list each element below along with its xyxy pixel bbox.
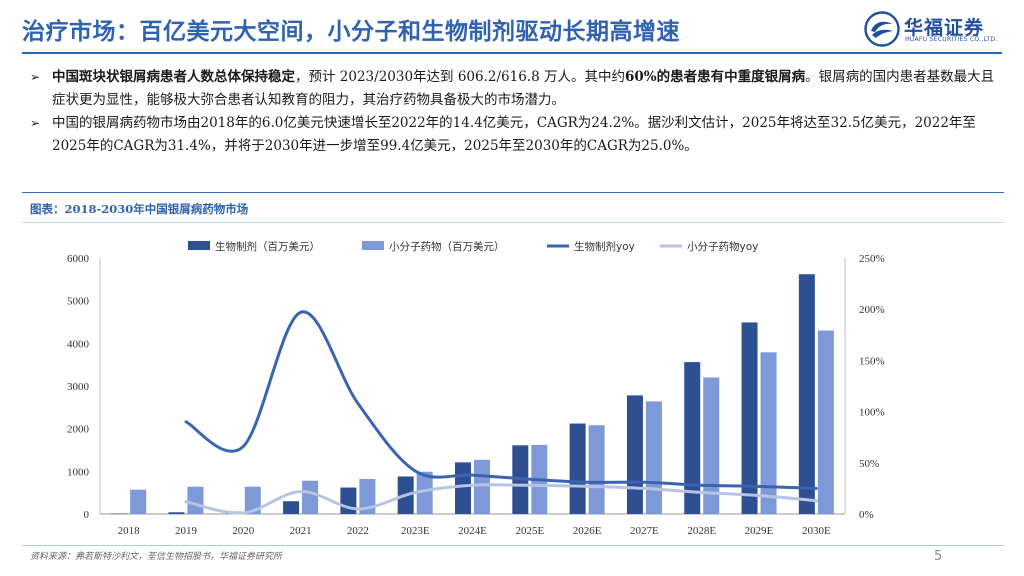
bar-small-molecule (130, 489, 147, 514)
bar-small-molecule (359, 479, 376, 514)
y-left-tick-label: 3000 (67, 381, 90, 393)
y-right-tick-label: 0% (859, 509, 874, 521)
bullet-market-text: 中国的银屑病药物市场由2018年的6.0亿美元快速增长至2022年的14.4亿美… (52, 115, 976, 154)
x-tick-label: 2021 (290, 525, 312, 537)
bar-small-molecule (703, 377, 720, 514)
y-left-tick-label: 2000 (67, 424, 90, 436)
x-tick-label: 2018 (118, 525, 141, 537)
bar-biologics (111, 513, 128, 514)
x-tick-label: 2023E (401, 525, 430, 537)
x-tick-label: 2029E (745, 525, 774, 537)
bullet-patients: ➢ 中国斑块状银屑病患者人数总体保持稳定，预计 2023/2030年达到 606.… (30, 66, 1000, 111)
bar-biologics (455, 462, 471, 514)
legend-swatch-small-molecule (362, 241, 384, 250)
line-biologics-yoy (184, 310, 818, 490)
x-tick-label: 2024E (458, 525, 487, 537)
bar-small-molecule (187, 486, 204, 514)
bar-small-molecule (474, 459, 490, 514)
bar-small-molecule (302, 480, 319, 514)
brand-logo: 华福证券 HUAFU SECURITIES CO.,LTD. (864, 11, 1014, 51)
legend-label: 生物制剂yoy (574, 240, 635, 253)
bullet-market: ➢ 中国的银屑病药物市场由2018年的6.0亿美元快速增长至2022年的14.4亿… (30, 112, 1000, 157)
bar-small-molecule (588, 425, 605, 514)
bar-biologics (626, 395, 643, 514)
bar-small-molecule (760, 352, 777, 514)
bullet-arrow-icon: ➢ (30, 70, 41, 84)
x-tick-label: 2028E (687, 525, 716, 537)
huafu-logo-icon (864, 11, 900, 47)
y-right-tick-label: 200% (859, 304, 885, 316)
chart-top-divider (22, 192, 1004, 193)
footer-divider (22, 545, 1004, 546)
y-right-tick-label: 150% (859, 355, 885, 367)
page-title: 治疗市场：百亿美元大空间，小分子和生物制剂驱动长期高增速 (22, 19, 680, 45)
y-left-tick-label: 0 (84, 509, 90, 521)
legend-label: 生物制剂（百万美元） (215, 240, 320, 253)
y-left-tick-label: 1000 (67, 466, 90, 478)
line-small-molecule-yoy (184, 483, 818, 515)
brand-name-en: HUAFU SECURITIES CO.,LTD. (905, 36, 998, 43)
bar-biologics (569, 423, 586, 514)
bar-biologics (741, 322, 758, 514)
bar-small-molecule (817, 330, 834, 514)
legend-label: 小分子药物yoy (687, 240, 758, 253)
x-tick-label: 2019 (175, 525, 198, 537)
y-left-tick-label: 6000 (67, 253, 90, 265)
bar-biologics (168, 512, 185, 514)
page-number: 5 (934, 549, 943, 564)
bar-biologics (798, 274, 815, 514)
y-left-tick-label: 5000 (67, 296, 90, 308)
x-tick-label: 2022 (347, 525, 369, 537)
legend-label: 小分子药物（百万美元） (389, 240, 505, 253)
source-note: 资料来源：弗若斯特沙利文，荃信生物招股书，华福证券研究所 (30, 552, 283, 562)
bullet-patients-highlight: 中国斑块状银屑病患者人数总体保持稳定 (52, 69, 295, 85)
chart-caption: 图表：2018-2030年中国银屑病药物市场 (30, 202, 249, 216)
summary-bullets: ➢ 中国斑块状银屑病患者人数总体保持稳定，预计 2023/2030年达到 606.… (30, 66, 1000, 157)
legend-swatch-biologics (188, 241, 210, 250)
bar-small-molecule (244, 486, 261, 514)
bullet-arrow-icon: ➢ (30, 116, 41, 130)
brand-name-cn: 华福证券 (904, 17, 985, 39)
chart-caption-divider (22, 222, 1004, 223)
x-tick-label: 2025E (515, 525, 544, 537)
x-tick-label: 2027E (630, 525, 659, 537)
bullet-patients-text-2: 。银屑病的国内患者基数最大且症状更为显性，能够极大弥合患者认知教育的阻力，其治疗… (52, 69, 995, 108)
title-divider (22, 52, 1002, 54)
y-left-tick-label: 4000 (67, 338, 90, 350)
bar-biologics (283, 501, 300, 514)
bar-small-molecule (416, 471, 433, 514)
bullet-patients-text: ，预计 2023/2030年达到 606.2/616.8 万人。其中约 (295, 69, 625, 85)
bullet-patients-highlight-2: 60%的患者患有中重度银屑病 (624, 69, 806, 85)
x-tick-label: 2030E (802, 525, 831, 537)
x-tick-label: 2026E (573, 525, 602, 537)
y-right-tick-label: 100% (859, 407, 885, 419)
bar-small-molecule (645, 401, 662, 514)
x-tick-label: 2020 (232, 525, 255, 537)
y-right-tick-label: 250% (859, 253, 885, 265)
y-right-tick-label: 50% (859, 458, 879, 470)
bar-biologics (684, 362, 701, 514)
